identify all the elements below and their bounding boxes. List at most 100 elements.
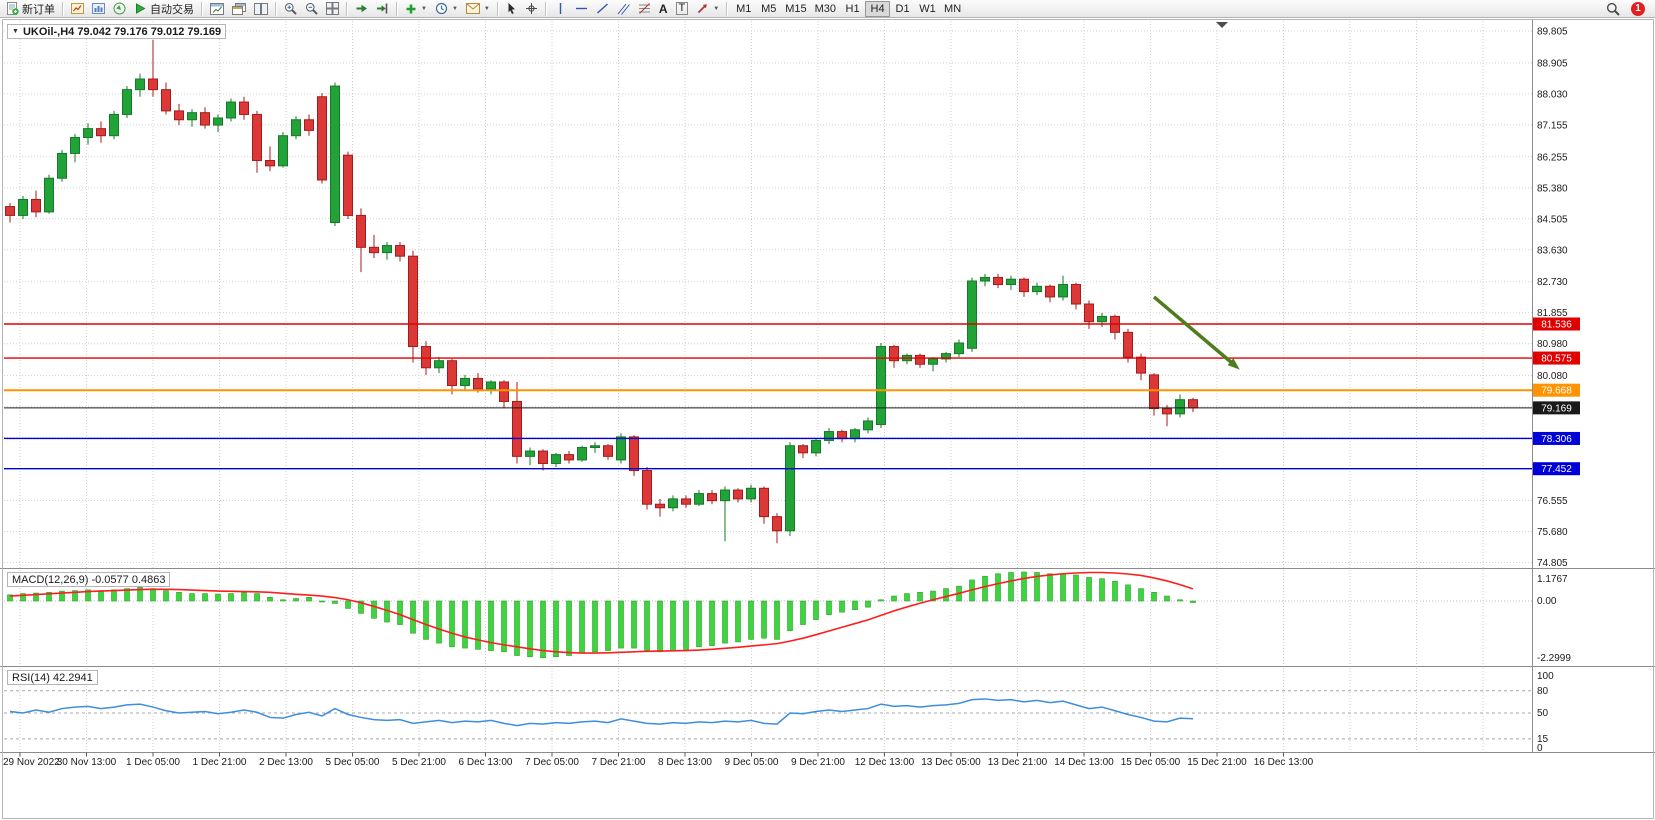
timeframe-m1-button[interactable]: M1 — [731, 1, 756, 17]
profiles-button[interactable] — [228, 1, 250, 17]
zoom-in-button[interactable] — [280, 1, 301, 17]
svg-text:7 Dec 05:00: 7 Dec 05:00 — [525, 757, 579, 768]
timeframe-mn-button[interactable]: MN — [940, 1, 965, 17]
auto-scroll-button[interactable] — [351, 1, 372, 17]
timeframe-w1-button[interactable]: W1 — [915, 1, 940, 17]
svg-text:76.555: 76.555 — [1537, 496, 1568, 507]
chart-shift-button[interactable] — [372, 1, 393, 17]
svg-text:83.630: 83.630 — [1537, 245, 1568, 256]
timeframe-m15-button[interactable]: M15 — [781, 1, 810, 17]
market-watch-button[interactable] — [67, 1, 88, 17]
price-tag-78.306 — [1533, 431, 1580, 445]
zoom-out-icon — [306, 3, 318, 15]
svg-text:15 Dec 05:00: 15 Dec 05:00 — [1121, 757, 1181, 768]
svg-text:0.00: 0.00 — [1537, 596, 1557, 607]
price-tag-79.169 — [1533, 401, 1580, 415]
svg-text:79.169: 79.169 — [1541, 403, 1572, 414]
toolbar-separator — [275, 1, 277, 16]
shapes-tool-button[interactable]: ▼ — [692, 1, 723, 17]
rsi-line — [9, 698, 1194, 727]
trendline-tool-icon — [596, 3, 608, 14]
autotrading-icon — [136, 3, 146, 14]
cursor-button[interactable] — [502, 1, 521, 17]
timeframe-h4-button[interactable]: H4 — [865, 0, 891, 17]
new-order-button[interactable]: 新订单 — [2, 1, 59, 17]
templates-mail-icon — [465, 3, 480, 14]
svg-text:89.805: 89.805 — [1537, 27, 1568, 38]
chart-canvas[interactable]: 81.53680.57579.66879.16978.30677.45289.8… — [0, 18, 1655, 820]
svg-text:0: 0 — [1537, 743, 1543, 754]
svg-text:29 Nov 2022: 29 Nov 2022 — [3, 757, 60, 768]
search-button[interactable] — [1602, 1, 1624, 17]
timeframe-m30-button[interactable]: M30 — [811, 1, 840, 17]
tile-windows-button[interactable] — [322, 1, 343, 17]
profiles-icon — [232, 2, 246, 15]
macd-axis[interactable]: 1.1767 0.00 -2.2999 — [1537, 574, 1571, 664]
timeframe-m5-button[interactable]: M5 — [756, 1, 781, 17]
vertical-line-tool-button[interactable] — [550, 1, 571, 17]
window-layout-icon — [254, 2, 268, 15]
auto-scroll-icon — [356, 4, 367, 13]
svg-text:30 Nov 13:00: 30 Nov 13:00 — [57, 757, 117, 768]
fibonacci-tool-button[interactable] — [634, 1, 655, 17]
svg-text:5 Dec 21:00: 5 Dec 21:00 — [392, 757, 446, 768]
indicators-button[interactable]: ▼ — [401, 1, 431, 17]
toolbar-separator — [346, 1, 348, 16]
charts-window-button[interactable] — [88, 1, 109, 17]
svg-text:9 Dec 05:00: 9 Dec 05:00 — [725, 757, 779, 768]
notification-badge[interactable]: 1 — [1631, 1, 1645, 16]
timeframe-h1-button[interactable]: H1 — [840, 1, 865, 17]
indicators-plus-icon — [406, 4, 416, 13]
svg-text:88.905: 88.905 — [1537, 58, 1568, 69]
zoom-in-icon — [285, 3, 297, 15]
vertical-line-tool-icon — [559, 3, 562, 14]
rsi-label: RSI(14) 42.2941 — [7, 670, 98, 685]
toolbar-separator — [396, 1, 398, 16]
trendline-tool-button[interactable] — [592, 1, 613, 17]
zoom-out-button[interactable] — [301, 1, 322, 17]
macd-label: MACD(12,26,9) -0.0577 0.4863 — [7, 572, 171, 587]
text-label-tool-letter: T — [675, 2, 689, 15]
svg-text:78.306: 78.306 — [1541, 434, 1572, 445]
search-icon — [1606, 2, 1620, 16]
chart-shift-marker[interactable] — [1216, 22, 1228, 28]
price-lines[interactable]: 81.536 80.575 79.668 79.169 78.306 77.452 — [4, 317, 1580, 476]
svg-text:15: 15 — [1537, 734, 1549, 745]
horizontal-line-tool-button[interactable] — [571, 1, 592, 17]
crosshair-button[interactable] — [521, 1, 542, 17]
chart-background — [0, 18, 1655, 820]
price-axis[interactable]: 89.805 88.905 88.030 87.155 86.255 85.380 84.5… — [1537, 27, 1568, 570]
chart-title: ▼ UKOil-,H4 79.042 79.176 79.012 79.169 — [7, 24, 227, 39]
rsi-axis[interactable]: 100 80 50 150 — [1537, 671, 1554, 754]
autotrading-button[interactable]: 自动交易 — [130, 1, 198, 17]
templates-button[interactable]: ▼ — [462, 1, 494, 17]
new-chart-button[interactable] — [206, 1, 228, 17]
trend-arrow[interactable] — [1152, 295, 1240, 370]
tile-windows-icon — [326, 2, 339, 15]
panel-borders — [0, 19, 1655, 819]
svg-text:50: 50 — [1537, 708, 1549, 719]
timeframe-d1-button[interactable]: D1 — [890, 1, 915, 17]
navigator-button[interactable] — [109, 1, 130, 17]
text-tool-button[interactable]: A — [655, 1, 672, 17]
svg-text:85.380: 85.380 — [1537, 183, 1568, 194]
svg-text:2 Dec 13:00: 2 Dec 13:00 — [259, 757, 313, 768]
svg-text:84.505: 84.505 — [1537, 214, 1568, 225]
shapes-tool-icon — [698, 4, 708, 14]
text-label-tool-button[interactable]: T — [672, 1, 693, 17]
price-tag-81.536 — [1533, 317, 1580, 331]
time-gridlines — [19, 21, 1484, 752]
svg-text:15 Dec 21:00: 15 Dec 21:00 — [1187, 757, 1247, 768]
svg-text:74.805: 74.805 — [1537, 558, 1568, 569]
toolbar-separator — [62, 1, 64, 16]
channel-tool-button[interactable] — [613, 1, 634, 17]
one-click-trading-caret[interactable]: ▼ — [12, 28, 19, 35]
dropdown-caret: ▼ — [713, 5, 720, 12]
window-layout-button[interactable] — [250, 1, 272, 17]
svg-text:1 Dec 05:00: 1 Dec 05:00 — [126, 757, 180, 768]
svg-text:80.575: 80.575 — [1541, 354, 1572, 365]
svg-text:80.980: 80.980 — [1537, 339, 1568, 350]
periods-button[interactable]: ▼ — [431, 1, 462, 17]
cursor-icon — [508, 3, 515, 15]
